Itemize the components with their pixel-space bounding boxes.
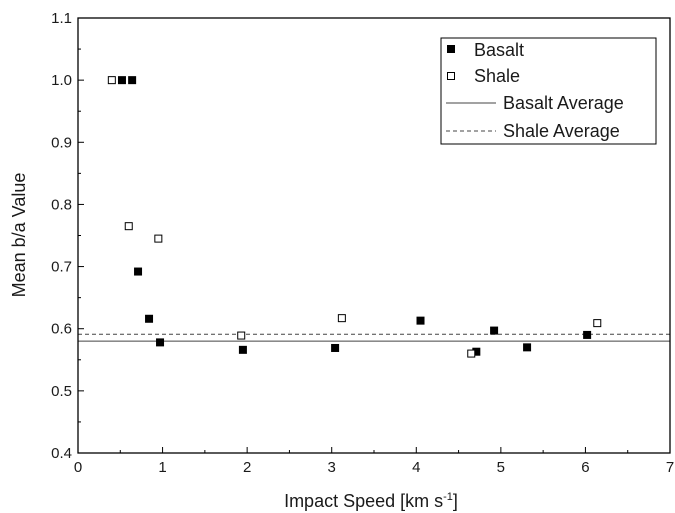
basalt-point (117, 76, 126, 85)
shale-point (467, 349, 476, 358)
x-axis-title-end: ] (453, 491, 458, 511)
legend-label-shale-average: Shale Average (503, 121, 620, 141)
y-tick-label: 0.6 (51, 321, 72, 338)
x-tick-label: 3 (328, 459, 336, 476)
basalt-point (416, 316, 425, 325)
x-tick-label: 7 (666, 459, 674, 476)
y-tick-label: 1.0 (51, 72, 72, 89)
x-tick-label: 6 (581, 459, 589, 476)
legend-box (440, 37, 657, 145)
shale-point (337, 314, 346, 323)
basalt-point (472, 347, 481, 356)
legend-marker-shale (447, 72, 455, 80)
basalt-point (583, 330, 592, 339)
x-axis-title-superscript: -1 (443, 491, 453, 503)
x-axis-ticks: 0 1 2 3 4 5 6 7 (74, 447, 674, 476)
y-tick-label: 1.1 (51, 10, 72, 27)
y-tick-label: 0.7 (51, 259, 72, 276)
basalt-point (238, 345, 247, 354)
shale-point (593, 319, 602, 328)
legend-label-basalt: Basalt (474, 40, 524, 60)
x-axis-title: Impact Speed [km s-1] (284, 491, 458, 511)
x-axis-title-main: Impact Speed [km s (284, 491, 443, 511)
shale-point (124, 222, 133, 231)
x-tick-label: 2 (243, 459, 251, 476)
legend: Basalt Shale Basalt Average Shale Averag… (440, 37, 657, 145)
basalt-point (331, 343, 340, 352)
y-axis-title: Mean b/a Value (9, 173, 29, 298)
basalt-point (523, 343, 532, 352)
y-tick-label: 0.5 (51, 383, 72, 400)
y-axis-ticks: 0.4 0.5 0.6 0.7 0.8 0.9 1.0 1.1 (51, 10, 84, 462)
basalt-point (145, 314, 154, 323)
x-tick-label: 4 (412, 459, 420, 476)
y-tick-label: 0.9 (51, 134, 72, 151)
legend-label-basalt-average: Basalt Average (503, 93, 624, 113)
basalt-point (156, 338, 165, 347)
x-tick-label: 0 (74, 459, 82, 476)
y-tick-label: 0.8 (51, 196, 72, 213)
shale-point (237, 331, 246, 340)
x-tick-label: 1 (158, 459, 166, 476)
basalt-point (128, 76, 137, 85)
shale-point (107, 76, 116, 85)
plot-content (78, 76, 670, 358)
x-tick-label: 5 (497, 459, 505, 476)
shale-point (154, 234, 163, 243)
basalt-point (134, 267, 143, 276)
basalt-point (490, 326, 499, 335)
legend-marker-basalt (447, 45, 455, 53)
y-tick-label: 0.4 (51, 445, 72, 462)
legend-label-shale: Shale (474, 66, 520, 86)
